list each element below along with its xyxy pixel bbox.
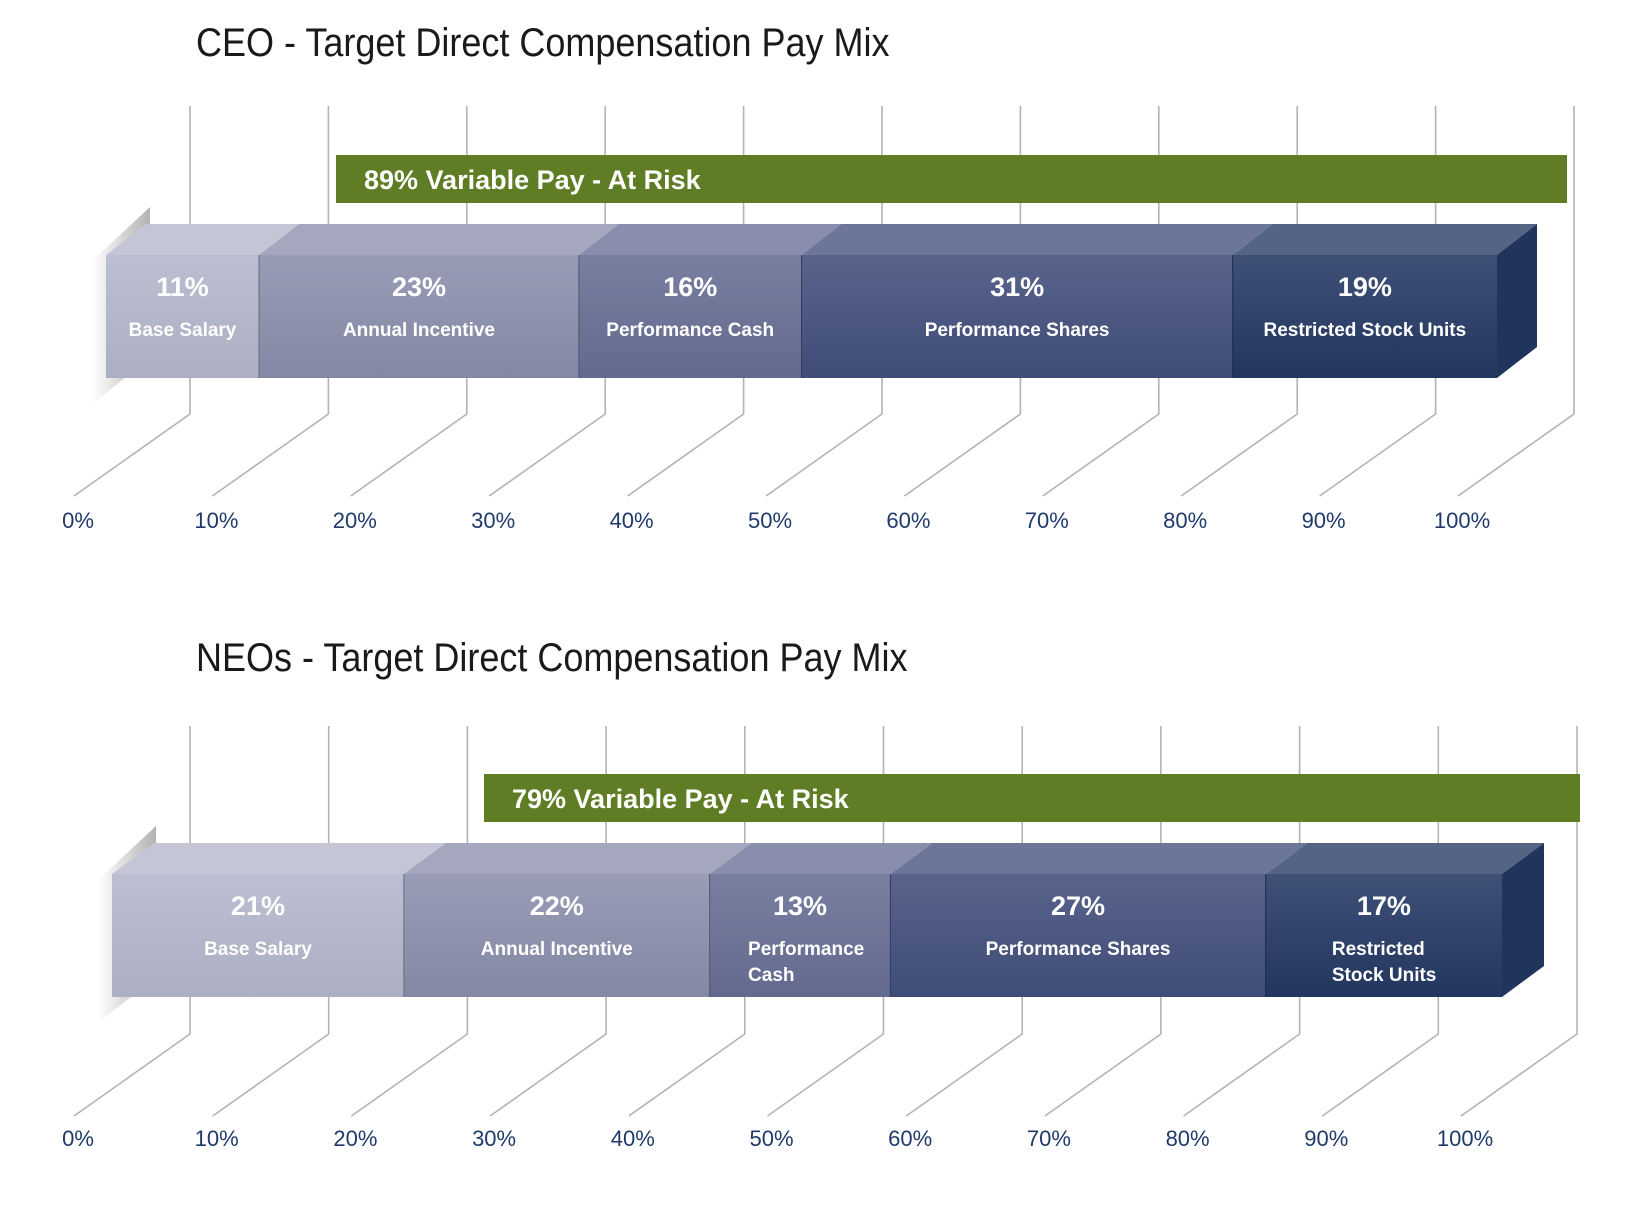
segment-value-label: 27% (1051, 891, 1105, 921)
segment-name-label: Base Salary (129, 320, 237, 341)
segment-name-label: Restricted Stock Units (1263, 320, 1466, 341)
x-tick-label: 20% (333, 1126, 377, 1151)
x-tick-label: 40% (611, 1126, 655, 1151)
segment-value-label: 23% (392, 272, 446, 302)
gridline (73, 726, 191, 1117)
gridline (1042, 106, 1160, 497)
segment-name-label: Restricted (1332, 939, 1425, 960)
x-tick-label: 30% (471, 508, 515, 533)
segment-top-face (112, 843, 446, 874)
gridline (350, 106, 468, 497)
segment-top-face (403, 843, 752, 874)
segment-name-label: Performance Shares (986, 939, 1171, 960)
gridline (1319, 106, 1437, 497)
x-tick-label: 0% (62, 508, 94, 533)
bar-segment (709, 874, 891, 997)
x-tick-label: 40% (610, 508, 654, 533)
gridline (73, 106, 191, 497)
segment-name-label: Annual Incentive (343, 320, 495, 341)
x-tick-label: 70% (1027, 1126, 1071, 1151)
variable-pay-banner (336, 155, 1567, 203)
bar-end-face (1502, 843, 1544, 997)
x-tick-label: 70% (1025, 508, 1069, 533)
bar-segment (259, 255, 579, 378)
segment-top-face (106, 224, 300, 255)
bar-segment (801, 255, 1233, 378)
bar-segment (1265, 874, 1502, 997)
segment-value-label: 17% (1357, 891, 1411, 921)
x-tick-label: 10% (195, 1126, 239, 1151)
segment-top-face (578, 224, 842, 255)
segment-top-face (259, 224, 619, 255)
gridline (1180, 106, 1298, 497)
gridline (212, 726, 330, 1117)
x-tick-label: 50% (748, 508, 792, 533)
gridline (903, 106, 1022, 497)
gridline (1457, 106, 1575, 497)
x-tick-label: 0% (62, 1126, 94, 1151)
x-tick-label: 50% (749, 1126, 793, 1151)
segment-value-label: 13% (773, 891, 827, 921)
segment-name-label: Annual Incentive (481, 939, 633, 960)
chart-1: CEO - Target Direct Compensation Pay Mix… (62, 21, 1575, 533)
segment-top-face (801, 224, 1273, 255)
x-tick-label: 100% (1434, 508, 1490, 533)
gridline (488, 106, 607, 497)
segment-name-label: Performance Shares (925, 320, 1110, 341)
segment-name-label: Performance Cash (606, 320, 774, 341)
x-tick-label: 100% (1437, 1126, 1493, 1151)
segment-name-label: Cash (748, 965, 794, 986)
bar-end-face (1497, 224, 1537, 378)
x-tick-label: 90% (1304, 1126, 1348, 1151)
gridline (211, 106, 330, 497)
x-tick-label: 90% (1302, 508, 1346, 533)
segment-top-face (890, 843, 1308, 874)
bar-segment (112, 874, 404, 997)
gridline (627, 106, 745, 497)
gridline (350, 726, 469, 1117)
variable-pay-banner (484, 774, 1580, 822)
x-tick-label: 60% (888, 1126, 932, 1151)
gridline (489, 726, 607, 1117)
gridline (628, 726, 746, 1117)
segment-name-label: Performance (748, 939, 864, 960)
segment-value-label: 21% (231, 891, 285, 921)
segment-value-label: 19% (1338, 272, 1392, 302)
gridline (1044, 726, 1162, 1117)
gridline (1183, 726, 1301, 1117)
x-tick-label: 10% (194, 508, 238, 533)
bar-segment (890, 874, 1266, 997)
bar-segment (403, 874, 710, 997)
segment-value-label: 11% (156, 272, 209, 302)
chart-title: NEOs - Target Direct Compensation Pay Mi… (196, 636, 907, 680)
gridline (1321, 726, 1440, 1117)
segment-top-face (1265, 843, 1544, 874)
gridline (765, 106, 883, 497)
bar-segment (1232, 255, 1497, 378)
x-tick-label: 30% (472, 1126, 516, 1151)
segment-top-face (1232, 224, 1537, 255)
segment-value-label: 22% (530, 891, 584, 921)
x-tick-label: 60% (886, 508, 930, 533)
bar-segment (578, 255, 802, 378)
variable-pay-label: 79% Variable Pay - At Risk (512, 784, 850, 814)
segment-value-label: 31% (990, 272, 1044, 302)
segment-value-label: 16% (663, 272, 717, 302)
segment-name-label: Stock Units (1332, 965, 1437, 986)
x-tick-label: 80% (1166, 1126, 1210, 1151)
x-tick-label: 20% (333, 508, 377, 533)
gridline (905, 726, 1024, 1117)
chart-title: CEO - Target Direct Compensation Pay Mix (196, 21, 889, 65)
bar-segment (106, 255, 260, 378)
segment-top-face (709, 843, 933, 874)
x-tick-label: 80% (1163, 508, 1207, 533)
segment-name-label: Base Salary (204, 939, 312, 960)
variable-pay-label: 89% Variable Pay - At Risk (364, 165, 702, 195)
chart-2: NEOs - Target Direct Compensation Pay Mi… (62, 636, 1580, 1151)
gridline (767, 726, 885, 1117)
gridline (1460, 726, 1578, 1117)
